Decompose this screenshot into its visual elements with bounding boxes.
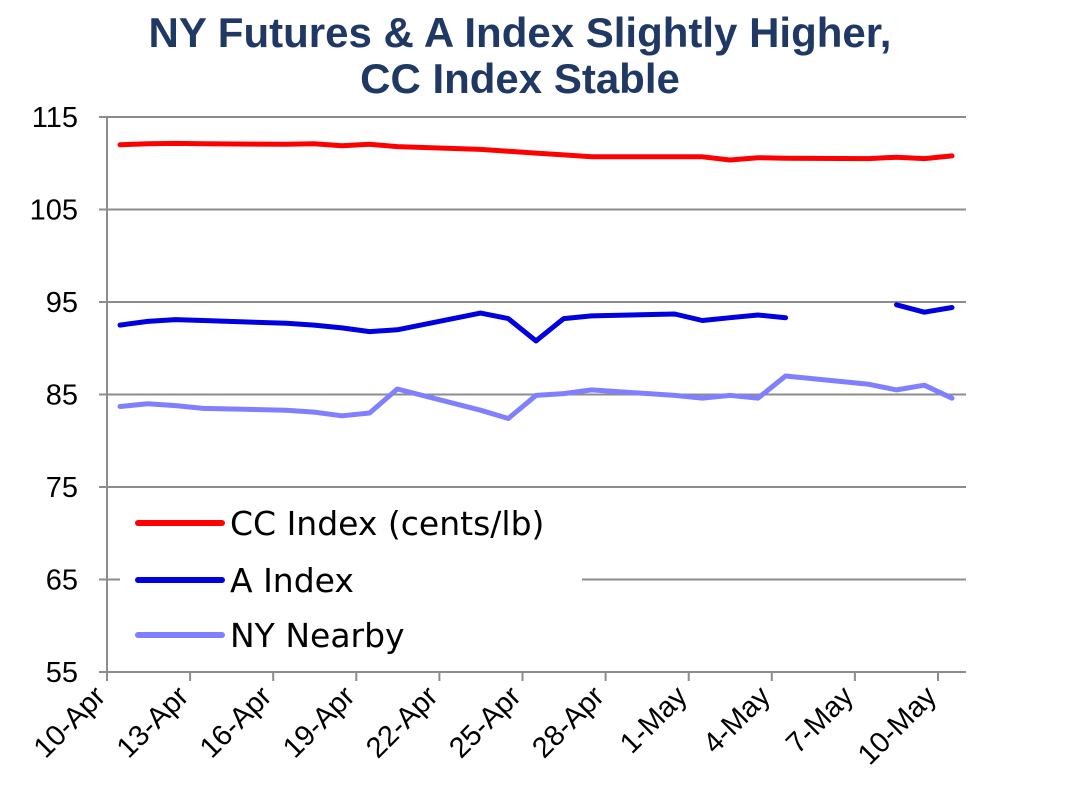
legend-label: CC Index (cents/lb) <box>230 504 544 543</box>
series-2 <box>117 373 955 421</box>
chart-title: NY Futures & A Index Slightly Higher, CC… <box>0 10 1040 102</box>
axes: 55 65 75 85 95 105 115 10-Apr13-Apr16-Apr19-Apr… <box>28 102 966 771</box>
chart-title-line-1: NY Futures & A Index Slightly Higher, <box>148 9 892 56</box>
y-tick-label: 65 <box>46 565 78 597</box>
x-tick-label: 22-Apr <box>360 680 444 764</box>
y-tick-label: 75 <box>46 472 78 504</box>
series-1 <box>117 302 955 344</box>
x-tick-label: 1-May <box>614 680 694 760</box>
y-tick-label: 115 <box>32 102 78 134</box>
legend-label: A Index <box>230 561 354 600</box>
x-tick-label: 28-Apr <box>526 680 610 764</box>
y-tick-label: 105 <box>30 195 78 227</box>
y-tick-label: 55 <box>46 657 78 689</box>
legend-label: NY Nearby <box>230 616 405 655</box>
series-line <box>117 140 955 163</box>
x-tick-label: 10-May <box>852 680 943 771</box>
x-tick-label: 7-May <box>780 680 860 760</box>
y-tick-label: 85 <box>46 380 78 412</box>
series-line <box>117 373 955 421</box>
series-0 <box>117 140 955 163</box>
x-tick-label: 16-Apr <box>194 680 278 764</box>
x-tick-label: 13-Apr <box>111 680 195 764</box>
series-line <box>117 302 955 344</box>
legend: CC Index (cents/lb) A Index NY Nearby <box>120 492 582 662</box>
x-tick-label: 25-Apr <box>443 680 527 764</box>
y-tick-label: 95 <box>46 287 78 319</box>
x-tick-label: 10-Apr <box>28 680 112 764</box>
chart-title-line-2: CC Index Stable <box>360 55 680 102</box>
x-tick-label: 4-May <box>697 680 777 760</box>
series-lines <box>117 140 955 421</box>
x-tick-label: 19-Apr <box>277 680 361 764</box>
